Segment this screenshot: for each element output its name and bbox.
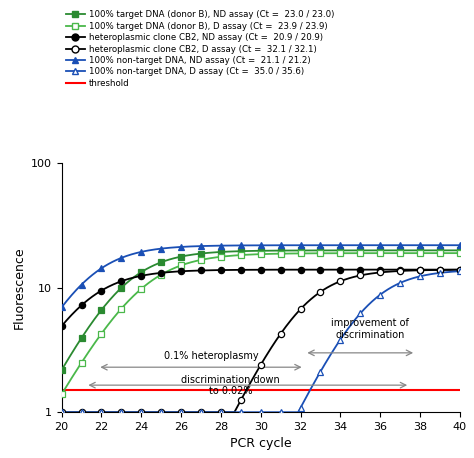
Text: discrimination down
to 0.02%: discrimination down to 0.02%	[182, 375, 280, 396]
Text: 0.1% heteroplasmy: 0.1% heteroplasmy	[164, 350, 258, 360]
Text: improvement of
discrimination: improvement of discrimination	[331, 318, 409, 340]
X-axis label: PCR cycle: PCR cycle	[230, 437, 292, 451]
Y-axis label: Fluorescence: Fluorescence	[12, 246, 25, 329]
Legend: 100% target DNA (donor B), ND assay (Ct =  23.0 / 23.0), 100% target DNA (donor : 100% target DNA (donor B), ND assay (Ct …	[66, 11, 335, 88]
